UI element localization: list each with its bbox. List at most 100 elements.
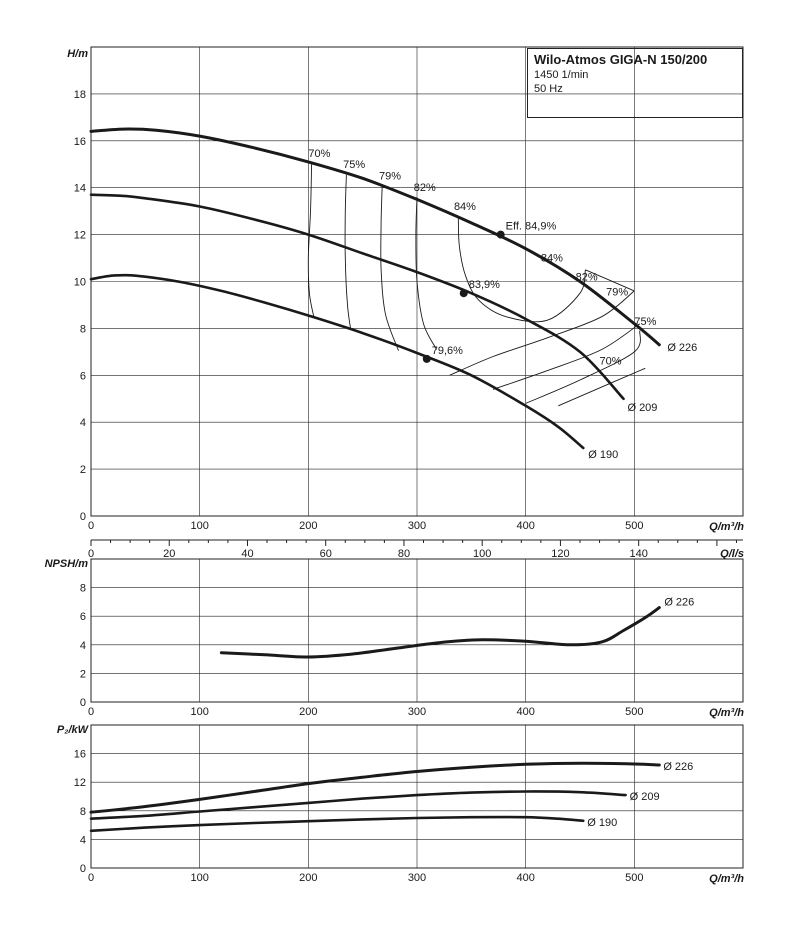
secondary-x-tick-label: 40 [241,548,253,560]
x-tick-label: 100 [190,706,208,718]
series-label: Ø 226 [667,342,697,354]
x-tick-label: 500 [625,520,643,532]
power-series-226 [89,761,661,814]
efficiency-line-70 [558,367,646,407]
efficiency-label: 75% [634,316,656,328]
secondary-x-tick-label: 120 [551,548,569,560]
head-series-226 [89,127,661,347]
x-tick-label: 200 [299,706,317,718]
x-tick-label: 100 [190,872,208,884]
efficiency-label: 75% [343,159,365,171]
best-efficiency-point [496,230,505,239]
efficiency-label: 70% [600,356,622,368]
head-series-209 [89,193,625,401]
x-tick-label: 300 [408,872,426,884]
x-tick-label: 400 [516,872,534,884]
y-tick-label: 14 [74,183,86,195]
efficiency-label: 82% [576,271,598,283]
npsh-series-226 [219,606,661,659]
x-tick-label: 400 [516,520,534,532]
pump-frequency: 50 Hz [534,83,563,95]
y-tick-label: 8 [80,583,86,595]
y-tick-label: 0 [80,697,86,709]
y-axis-label: H/m [67,48,88,60]
y-tick-label: 4 [80,834,86,846]
efficiency-line-79 [380,185,399,351]
y-tick-label: 12 [74,230,86,242]
efficiency-label: 79% [379,170,401,182]
series-label: Ø 190 [587,817,617,829]
x-tick-label: 100 [190,520,208,532]
secondary-x-axis-label: Q/l/s [720,548,744,560]
y-axis-label: P₂/kW [57,724,90,736]
power-series-209 [89,790,627,820]
efficiency-label: 84% [454,201,476,213]
y-tick-label: 8 [80,806,86,818]
y-tick-label: 6 [80,611,86,623]
series-label: Ø 226 [663,761,693,773]
y-tick-label: 10 [74,277,86,289]
best-efficiency-label: 83,9% [469,279,500,291]
efficiency-line-84 [585,269,635,292]
x-tick-label: 400 [516,706,534,718]
x-tick-label: 500 [625,872,643,884]
npsh-chart: 0 100 200 300 400 500 0 2 4 6 8 NPSH/m Q/m³/h Ø 226 [45,558,745,719]
pump-title: Wilo-Atmos GIGA-N 150/200 [534,52,708,67]
efficiency-line-75 [344,174,352,330]
secondary-x-tick-label: 80 [398,548,410,560]
x-tick-label: 300 [408,520,426,532]
efficiency-line-84 [457,215,586,323]
y-tick-label: 4 [80,417,86,429]
x-tick-label: 300 [408,706,426,718]
efficiency-label: 82% [414,182,436,194]
x-tick-label: 0 [88,706,94,718]
secondary-x-tick-label: 0 [88,548,94,560]
efficiency-label: 70% [308,148,330,160]
x-axis-label: Q/m³/h [709,521,744,533]
series-label: Ø 190 [588,449,618,461]
y-tick-label: 0 [80,511,86,523]
x-tick-label: 0 [88,520,94,532]
best-efficiency-label: Eff. 84,9% [506,221,557,233]
secondary-x-tick-label: 100 [473,548,491,560]
y-tick-label: 8 [80,323,86,335]
best-efficiency-point [459,289,468,298]
npsh-plot-frame [90,558,744,703]
power-plot-frame [90,724,744,869]
efficiency-line-70 [307,164,315,317]
x-axis-label: Q/m³/h [709,873,744,885]
secondary-x-tick-label: 20 [163,548,175,560]
secondary-x-tick-label: 140 [629,548,647,560]
x-axis-label: Q/m³/h [709,707,744,719]
secondary-x-tick-label: 60 [320,548,332,560]
series-label: Ø 209 [630,791,660,803]
efficiency-label: 79% [606,287,628,299]
head-chart: 0 100 200 300 400 500024681012141618H/mQ/m³/h… [67,46,744,560]
y-tick-label: 16 [74,136,86,148]
power-chart: 0 100 200 300 400 500 0 4 8 12 16 P₂/kW Q/m³/h Ø 226 Ø… [57,724,744,885]
chart-title-box: Wilo-Atmos GIGA-N 150/200 1450 1/min 50 … [527,48,743,118]
y-tick-label: 6 [80,370,86,382]
x-tick-label: 200 [299,520,317,532]
best-efficiency-label: 79,6% [432,345,463,357]
pump-speed: 1450 1/min [534,69,589,81]
y-tick-label: 12 [74,777,86,789]
x-tick-label: 500 [625,706,643,718]
efficiency-line-82 [415,197,438,350]
best-efficiency-point [422,354,431,363]
x-tick-label: 0 [88,872,94,884]
head-plot-frame [90,46,744,517]
y-axis-label: NPSH/m [45,558,89,570]
efficiency-line-75 [525,330,641,404]
series-label: Ø 226 [664,597,694,609]
y-tick-label: 2 [80,668,86,680]
y-tick-label: 0 [80,863,86,875]
power-series-190 [89,815,585,833]
x-tick-label: 200 [299,872,317,884]
head-series-190 [89,273,585,450]
series-label: Ø 209 [627,402,657,414]
y-tick-label: 16 [74,749,86,761]
efficiency-line-79 [492,323,641,390]
y-tick-label: 4 [80,640,86,652]
